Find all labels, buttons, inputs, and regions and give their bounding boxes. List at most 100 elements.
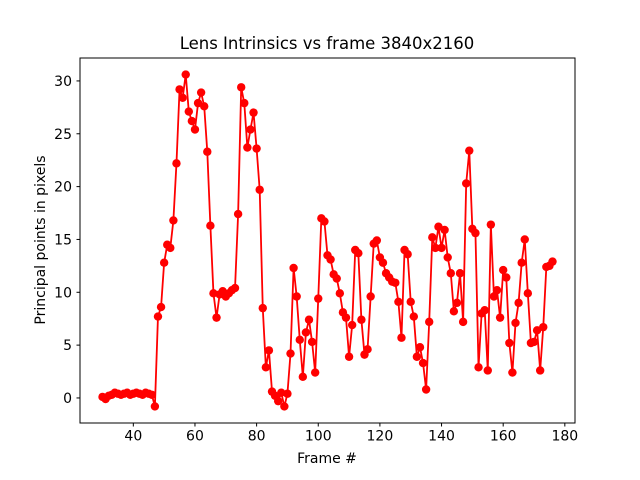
data-series xyxy=(98,70,557,411)
data-point-marker xyxy=(511,318,520,328)
data-point-marker xyxy=(440,225,449,235)
data-point-marker xyxy=(280,402,289,411)
x-axis-ticks: 40 60 80 100 120 140 160 180 xyxy=(124,423,578,445)
data-point-marker xyxy=(443,253,452,262)
data-point-marker xyxy=(150,402,160,411)
data-point-marker xyxy=(505,338,514,348)
x-tick-label: 120 xyxy=(367,429,394,445)
data-point-marker xyxy=(366,292,375,301)
data-point-marker xyxy=(455,269,465,278)
y-tick-label: 20 xyxy=(54,180,72,196)
data-point-marker xyxy=(425,317,434,327)
data-point-marker xyxy=(159,258,169,267)
data-point-marker xyxy=(418,358,428,368)
y-tick-label: 5 xyxy=(63,338,72,354)
data-point-marker xyxy=(462,179,471,188)
data-point-marker xyxy=(372,236,382,245)
data-point-marker xyxy=(304,315,314,324)
data-point-marker xyxy=(514,298,523,308)
data-point-marker xyxy=(169,216,178,225)
chart-title: Lens Intrinsics vs frame 3840x2160 xyxy=(180,34,475,53)
data-point-marker xyxy=(335,289,345,298)
data-point-marker xyxy=(301,328,311,337)
data-point-marker xyxy=(391,278,400,287)
x-tick-label: 180 xyxy=(551,429,578,445)
data-point-marker xyxy=(492,285,502,295)
data-point-marker xyxy=(341,313,351,322)
data-point-marker xyxy=(243,143,252,152)
data-point-marker xyxy=(206,221,215,230)
data-point-marker xyxy=(394,297,403,306)
y-tick-label: 15 xyxy=(54,232,72,248)
data-point-marker xyxy=(184,107,193,116)
data-point-marker xyxy=(240,98,249,108)
y-tick-label: 0 xyxy=(63,391,72,407)
x-tick-label: 160 xyxy=(490,429,517,445)
data-point-marker xyxy=(264,346,274,355)
data-point-marker xyxy=(175,85,184,94)
data-point-marker xyxy=(465,146,474,155)
data-point-marker xyxy=(357,315,366,324)
data-point-marker xyxy=(255,185,264,194)
data-point-marker xyxy=(181,70,190,79)
data-point-marker xyxy=(449,307,459,316)
data-point-marker xyxy=(258,303,267,313)
data-point-marker xyxy=(347,320,357,330)
data-point-marker xyxy=(431,243,440,253)
data-point-marker xyxy=(298,372,308,382)
data-point-marker xyxy=(289,263,298,273)
data-point-marker xyxy=(326,255,335,264)
data-point-marker xyxy=(153,312,163,321)
data-point-marker xyxy=(190,125,200,134)
data-point-marker xyxy=(483,366,492,375)
data-point-marker xyxy=(412,352,422,361)
data-point-marker xyxy=(539,322,548,332)
data-point-marker xyxy=(249,108,258,117)
y-axis-ticks: 0 5 10 15 20 25 30 xyxy=(54,74,80,407)
data-point-marker xyxy=(212,313,221,322)
data-point-marker xyxy=(283,389,292,398)
data-point-marker xyxy=(286,349,295,358)
data-point-marker xyxy=(489,292,499,301)
data-point-marker xyxy=(178,93,187,103)
data-point-marker xyxy=(230,283,240,293)
y-axis-label: Principal points in pixels xyxy=(33,155,49,324)
x-tick-label: 140 xyxy=(428,429,455,445)
data-point-marker xyxy=(403,250,412,259)
x-tick-label: 60 xyxy=(186,429,204,445)
data-point-marker xyxy=(474,363,483,372)
data-point-marker xyxy=(421,385,431,394)
x-tick-label: 80 xyxy=(248,429,266,445)
data-point-marker xyxy=(187,116,197,126)
data-point-marker xyxy=(203,147,212,156)
data-point-marker xyxy=(508,368,517,377)
data-point-marker xyxy=(397,333,406,342)
data-point-marker xyxy=(237,83,246,92)
y-tick-label: 30 xyxy=(54,74,72,90)
data-point-marker xyxy=(344,352,354,361)
data-point-marker xyxy=(310,368,320,377)
y-tick-label: 10 xyxy=(54,285,72,301)
data-point-marker xyxy=(458,317,468,327)
data-point-marker xyxy=(292,292,301,301)
data-point-marker xyxy=(252,144,261,153)
data-point-marker xyxy=(409,312,418,321)
data-point-marker xyxy=(320,217,329,226)
data-point-marker xyxy=(415,343,425,352)
data-point-marker xyxy=(535,366,545,375)
data-point-marker xyxy=(502,273,511,282)
y-tick-label: 25 xyxy=(54,127,72,143)
x-tick-label: 100 xyxy=(305,429,332,445)
data-point-marker xyxy=(520,235,529,244)
data-point-marker xyxy=(273,396,283,406)
data-point-marker xyxy=(406,297,415,306)
data-point-marker xyxy=(172,159,181,168)
data-point-marker xyxy=(314,294,323,303)
data-point-marker xyxy=(246,125,255,134)
data-point-marker xyxy=(166,243,175,253)
data-point-marker xyxy=(437,243,446,253)
data-point-marker xyxy=(307,337,317,347)
data-point-marker xyxy=(354,248,363,258)
